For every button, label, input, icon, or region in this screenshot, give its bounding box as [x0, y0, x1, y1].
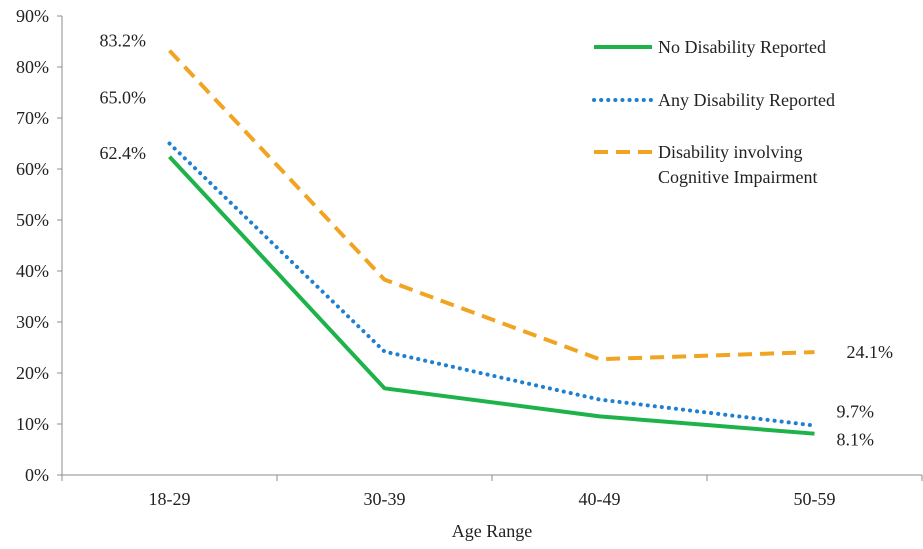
data-label: 8.1% — [837, 430, 875, 450]
y-tick-label: 60% — [16, 159, 49, 179]
y-tick-label: 80% — [16, 57, 49, 77]
x-tick-label: 50-59 — [794, 489, 836, 509]
y-tick-label: 0% — [25, 465, 49, 485]
y-tick-label: 50% — [16, 210, 49, 230]
x-axis-title: Age Range — [452, 521, 532, 541]
x-tick-label: 40-49 — [579, 489, 621, 509]
y-tick-label: 40% — [16, 261, 49, 281]
legend-label: No Disability Reported — [658, 37, 826, 57]
legend-label: Disability involving — [658, 142, 803, 162]
data-label: 83.2% — [100, 31, 147, 51]
legend-label: Any Disability Reported — [658, 90, 835, 110]
series-lines — [167, 49, 817, 436]
data-label: 24.1% — [847, 342, 894, 362]
y-tick-label: 70% — [16, 108, 49, 128]
x-tick-label: 30-39 — [364, 489, 406, 509]
series-line-solid — [168, 155, 815, 436]
data-labels: 83.2% 65.0% 62.4% 24.1% 9.7% 8.1% — [100, 31, 894, 450]
y-tick-label: 90% — [16, 6, 49, 26]
y-tick-label: 30% — [16, 312, 49, 332]
chart-axes: 0% 10% 20% 30% 40% 50% 60% 70% 80% 90% 18-29 30-39 4… — [16, 6, 923, 509]
legend-label: Cognitive Impairment — [658, 167, 817, 187]
x-tick-label: 18-29 — [149, 489, 191, 509]
y-tick-label: 20% — [16, 363, 49, 383]
series-line-dashed — [168, 49, 815, 362]
data-label: 65.0% — [100, 88, 147, 108]
legend: No Disability Reported Any Disability Rep… — [592, 37, 835, 187]
data-label: 62.4% — [100, 143, 147, 163]
series-line-dotted — [167, 141, 817, 428]
data-label: 9.7% — [837, 402, 875, 422]
y-tick-label: 10% — [16, 414, 49, 434]
